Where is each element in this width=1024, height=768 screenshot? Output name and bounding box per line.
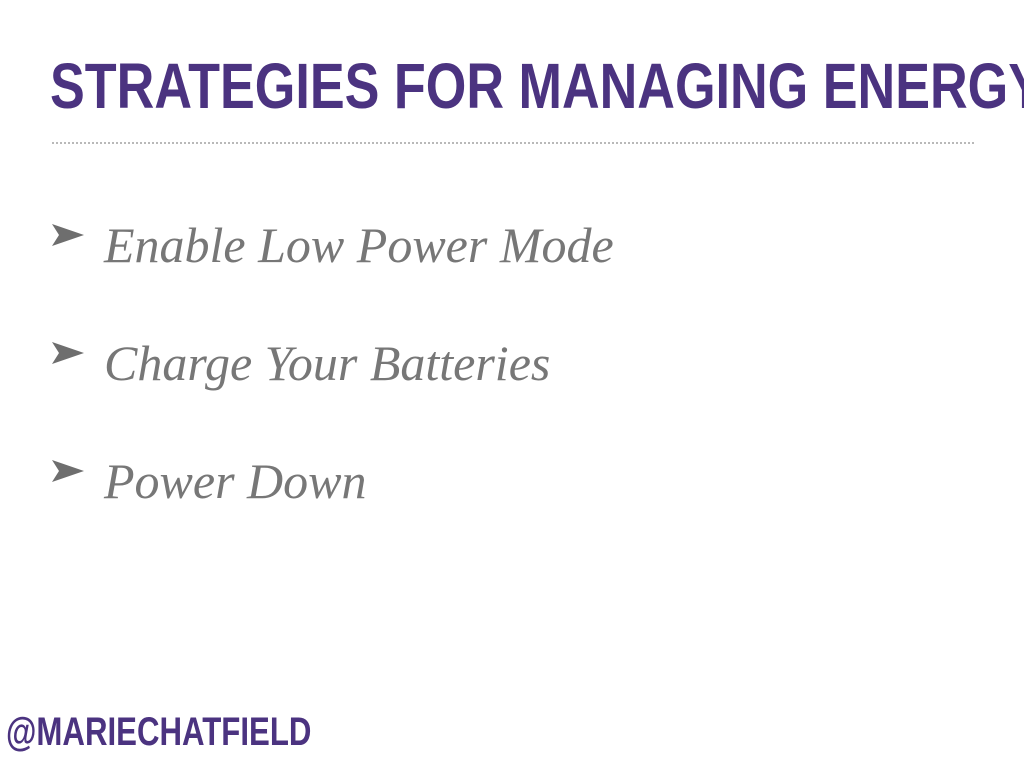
author-handle: @MARIECHATFIELD — [6, 710, 312, 754]
bullet-item: Enable Low Power Mode — [50, 205, 950, 323]
bullet-item: Charge Your Batteries — [50, 323, 950, 441]
slide-title: STRATEGIES FOR MANAGING ENERGY — [50, 50, 1024, 122]
bullet-text: Power Down — [104, 453, 367, 509]
arrowhead-bullet-icon — [50, 221, 86, 261]
arrowhead-bullet-icon — [50, 457, 86, 497]
bullet-list: Enable Low Power Mode Charge Your Batter… — [50, 205, 950, 559]
title-divider — [52, 142, 974, 144]
arrowhead-bullet-icon — [50, 339, 86, 379]
bullet-text: Enable Low Power Mode — [104, 217, 614, 273]
bullet-text: Charge Your Batteries — [104, 335, 551, 391]
bullet-item: Power Down — [50, 441, 950, 559]
